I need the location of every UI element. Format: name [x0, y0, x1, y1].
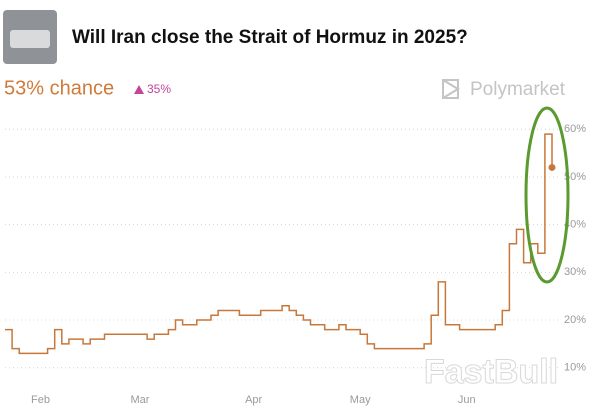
end-dot	[548, 163, 556, 171]
x-tick-label: Mar	[130, 394, 149, 406]
y-tick-label: 60%	[564, 123, 586, 135]
thumbnail-ship	[10, 30, 50, 48]
brand: Polymarket	[470, 79, 566, 100]
brand-logo	[442, 79, 460, 99]
chance: 53% chance	[4, 77, 114, 99]
y-tick-label: 10%	[564, 362, 586, 374]
y-tick-label: 30%	[564, 266, 586, 278]
line	[5, 133, 553, 355]
x-tick-label: May	[350, 394, 371, 406]
x-tick-label: Apr	[245, 394, 262, 406]
market-title: Will Iran close the Strait of Hormuz in …	[72, 27, 468, 48]
y-tick-label: 20%	[564, 314, 586, 326]
x-tick-label: Jun	[458, 394, 476, 406]
highlight-ellipse	[524, 106, 570, 284]
change: 35%	[147, 82, 171, 96]
change-arrow	[134, 85, 144, 94]
watermark: FastBull	[424, 353, 558, 391]
y-tick-label: 40%	[564, 219, 586, 231]
y-tick-label: 50%	[564, 171, 586, 183]
x-tick-label: Feb	[31, 394, 50, 406]
